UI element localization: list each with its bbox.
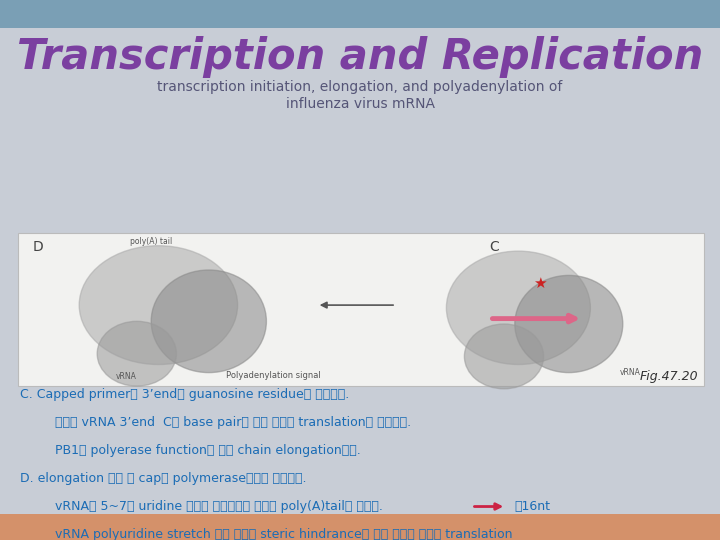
Text: ★: ★ [534, 276, 546, 291]
Ellipse shape [515, 275, 623, 373]
Text: 그리고 vRNA 3’end  C와 base pair를 이름 으로서 translation이 개시된다.: 그리고 vRNA 3’end C와 base pair를 이름 으로서 tran… [43, 416, 411, 429]
Text: Polyadenylation signal: Polyadenylation signal [226, 371, 321, 380]
Ellipse shape [151, 270, 266, 373]
Text: transcription initiation, elongation, and polyadenylation of: transcription initiation, elongation, an… [157, 80, 563, 94]
Bar [0, 514, 720, 540]
Text: D: D [32, 240, 43, 254]
Text: 약16nt: 약16nt [515, 500, 551, 513]
Ellipse shape [79, 246, 238, 364]
Ellipse shape [97, 321, 176, 386]
Bar [0, 0, 720, 28]
Ellipse shape [446, 251, 590, 364]
Text: influenza virus mRNA: influenza virus mRNA [286, 97, 434, 111]
Text: C: C [490, 240, 500, 254]
Text: D. elongation 과정 중 cap이 polymerase로부터 떨어진다.: D. elongation 과정 중 cap이 polymerase로부터 떨어… [20, 472, 307, 485]
Text: C. Capped primer의 3’end에 guanosine residue가 첨가된다.: C. Capped primer의 3’end에 guanosine resid… [20, 388, 349, 401]
Text: vRNA: vRNA [620, 368, 640, 377]
Text: vRNA polyuridine stretch 이후 부분은 steric hindrance에 의해 읽히지 못하고 translation: vRNA polyuridine stretch 이후 부분은 steric h… [43, 528, 513, 540]
Text: Transcription and Replication: Transcription and Replication [17, 36, 703, 78]
Text: Fig.47.20: Fig.47.20 [640, 370, 698, 383]
Ellipse shape [464, 324, 544, 389]
Bar [18, 233, 704, 386]
Text: vRNA: vRNA [116, 372, 136, 381]
Text: PB1의 polyerase function에 의해 chain elongation된다.: PB1의 polyerase function에 의해 chain elonga… [43, 444, 361, 457]
Text: poly(A) tail: poly(A) tail [130, 237, 172, 246]
Text: vRNA의 5~7개 uridine 부분을 계속적으로 읽어서 poly(A)tail이 생긴다.: vRNA의 5~7개 uridine 부분을 계속적으로 읽어서 poly(A)… [43, 500, 383, 513]
